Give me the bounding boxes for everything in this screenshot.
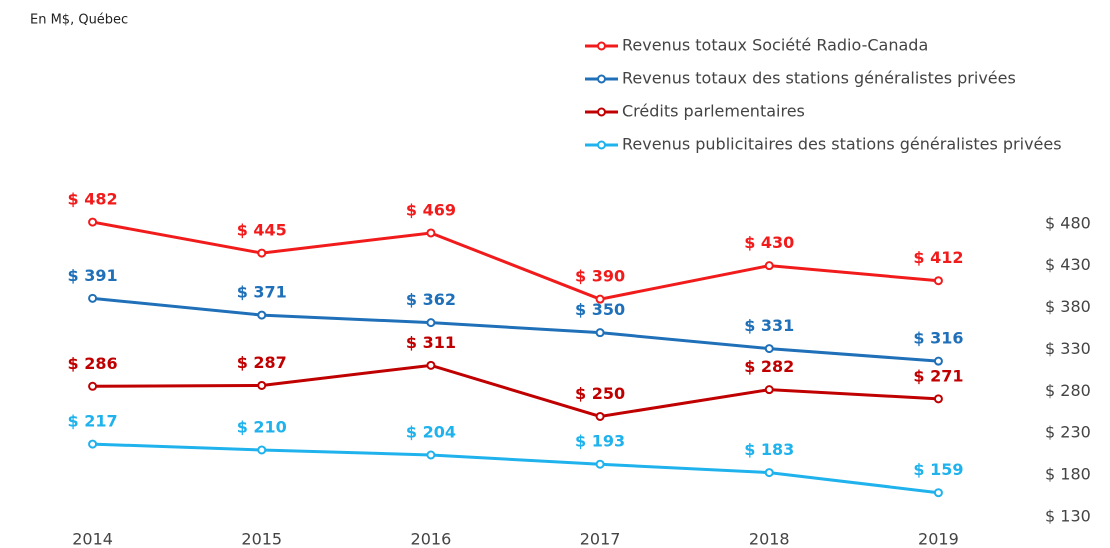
- point: [257, 445, 267, 455]
- x-tick-label: 2017: [580, 530, 621, 548]
- point: [257, 248, 267, 258]
- point: [933, 356, 943, 366]
- point: [426, 228, 436, 238]
- data-label: $ 286: [68, 354, 118, 373]
- legend-marker: [597, 41, 606, 51]
- y-tick-label: $ 230: [1045, 423, 1091, 442]
- y-tick-label: $ 480: [1045, 213, 1091, 232]
- point: [764, 468, 774, 478]
- data-label: $ 390: [575, 267, 625, 286]
- series-line: [92, 363, 939, 418]
- legend-label: Crédits parlementaires: [622, 102, 805, 121]
- x-tick-label: 2019: [918, 530, 959, 548]
- point: [426, 318, 436, 328]
- point: [933, 394, 943, 404]
- data-label: $ 331: [744, 316, 794, 335]
- point: [933, 276, 943, 286]
- x-tick-label: 2018: [749, 530, 790, 548]
- y-tick-label: $ 430: [1045, 255, 1091, 274]
- legend-label: Revenus totaux des stations généralistes…: [622, 69, 1016, 88]
- series-line: [92, 442, 939, 495]
- point: [595, 411, 605, 421]
- data-label: $ 316: [913, 329, 963, 348]
- point: [764, 344, 774, 354]
- point: [88, 381, 98, 391]
- data-label: $ 482: [68, 190, 118, 209]
- data-label: $ 210: [237, 417, 287, 436]
- legend-label: Revenus publicitaires des stations génér…: [622, 135, 1062, 154]
- y-tick-label: $ 180: [1045, 465, 1091, 484]
- point: [88, 439, 98, 449]
- y-tick-label: $ 330: [1045, 339, 1091, 358]
- point: [595, 294, 605, 304]
- point: [426, 450, 436, 460]
- point: [426, 360, 436, 370]
- series-line: [92, 220, 939, 301]
- y-tick-label: $ 280: [1045, 381, 1091, 400]
- legend-marker: [597, 140, 606, 150]
- data-label: $ 287: [237, 353, 287, 372]
- x-tick-label: 2014: [72, 530, 113, 548]
- data-label: $ 271: [913, 366, 963, 385]
- series-line: [92, 296, 939, 363]
- point: [257, 310, 267, 320]
- y-tick-label: $ 130: [1045, 507, 1091, 526]
- data-label: $ 445: [237, 221, 287, 240]
- data-label: $ 362: [406, 290, 456, 309]
- point: [595, 328, 605, 338]
- legend-marker: [597, 74, 606, 84]
- point: [88, 293, 98, 303]
- point: [933, 488, 943, 498]
- data-label: $ 282: [744, 357, 794, 376]
- data-label: $ 371: [237, 283, 287, 302]
- data-label: $ 412: [913, 248, 963, 267]
- x-tick-label: 2016: [411, 530, 452, 548]
- data-label: $ 159: [913, 460, 963, 479]
- data-label: $ 217: [68, 412, 118, 431]
- data-label: $ 250: [575, 384, 625, 403]
- point: [257, 380, 267, 390]
- point: [764, 261, 774, 271]
- data-label: $ 350: [575, 300, 625, 319]
- point: [595, 459, 605, 469]
- data-label: $ 391: [68, 266, 118, 285]
- data-label: $ 204: [406, 423, 456, 442]
- data-label: $ 193: [575, 432, 625, 451]
- point: [764, 385, 774, 395]
- data-label: $ 183: [744, 440, 794, 459]
- y-tick-label: $ 380: [1045, 297, 1091, 316]
- data-label: $ 430: [744, 233, 794, 252]
- legend-marker: [597, 107, 606, 117]
- data-label: $ 469: [406, 200, 456, 219]
- legend-label: Revenus totaux Société Radio-Canada: [622, 36, 928, 55]
- data-label: $ 311: [406, 333, 456, 352]
- chart-subtitle: En M$, Québec: [30, 13, 128, 28]
- x-tick-label: 2015: [241, 530, 282, 548]
- point: [88, 217, 98, 227]
